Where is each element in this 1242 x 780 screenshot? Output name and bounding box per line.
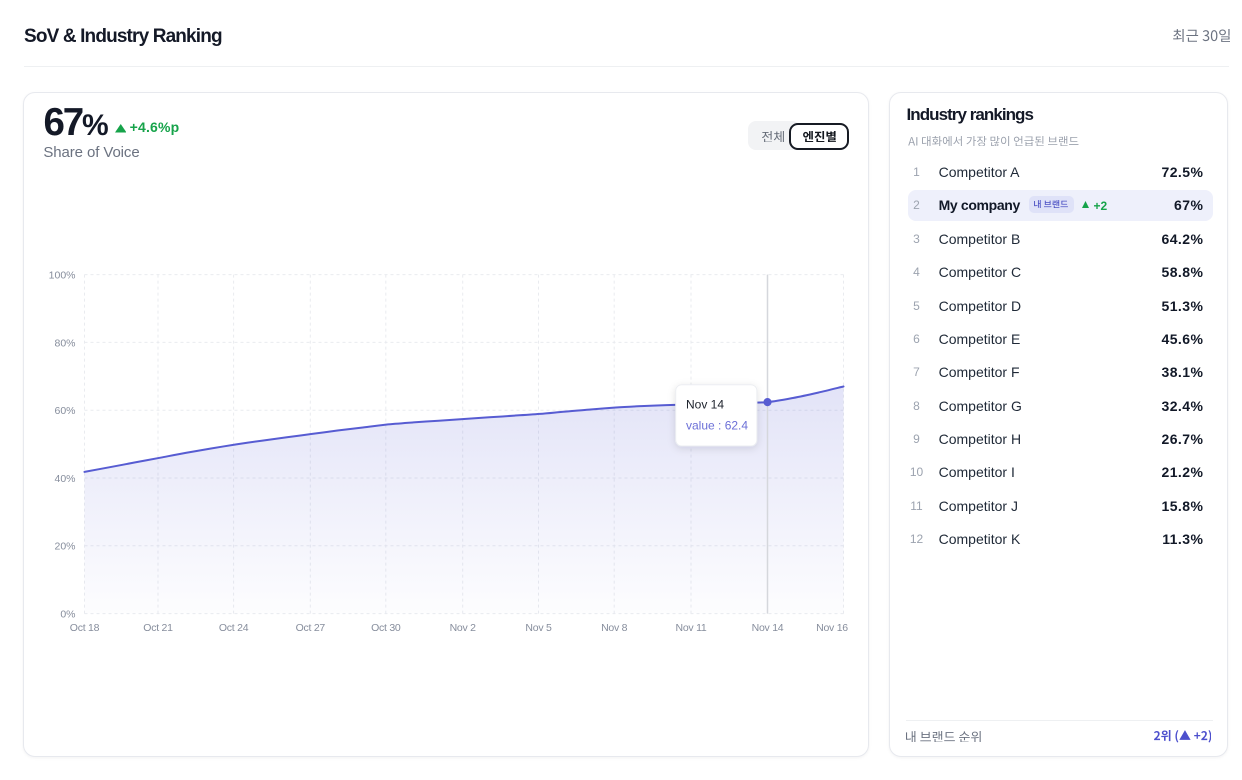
svg-text:Oct 30: Oct 30 bbox=[371, 622, 401, 634]
svg-text:value : 62.4: value : 62.4 bbox=[686, 419, 748, 433]
svg-text:Oct 18: Oct 18 bbox=[70, 622, 100, 634]
svg-text:Nov 14: Nov 14 bbox=[752, 622, 784, 634]
svg-text:100%: 100% bbox=[49, 270, 76, 282]
svg-text:Nov 2: Nov 2 bbox=[450, 622, 477, 634]
svg-text:Nov 14: Nov 14 bbox=[686, 398, 724, 412]
svg-text:60%: 60% bbox=[54, 405, 75, 417]
svg-text:Nov 11: Nov 11 bbox=[676, 622, 707, 634]
svg-text:20%: 20% bbox=[54, 541, 75, 553]
svg-text:40%: 40% bbox=[54, 473, 75, 485]
svg-text:Oct 24: Oct 24 bbox=[219, 622, 249, 634]
svg-text:80%: 80% bbox=[54, 337, 75, 349]
svg-text:Oct 21: Oct 21 bbox=[143, 622, 173, 634]
svg-text:0%: 0% bbox=[60, 609, 75, 621]
svg-text:Nov 8: Nov 8 bbox=[601, 622, 628, 634]
svg-text:Nov 5: Nov 5 bbox=[525, 622, 552, 634]
svg-text:Nov 16: Nov 16 bbox=[816, 622, 848, 634]
svg-text:Oct 27: Oct 27 bbox=[296, 622, 326, 634]
